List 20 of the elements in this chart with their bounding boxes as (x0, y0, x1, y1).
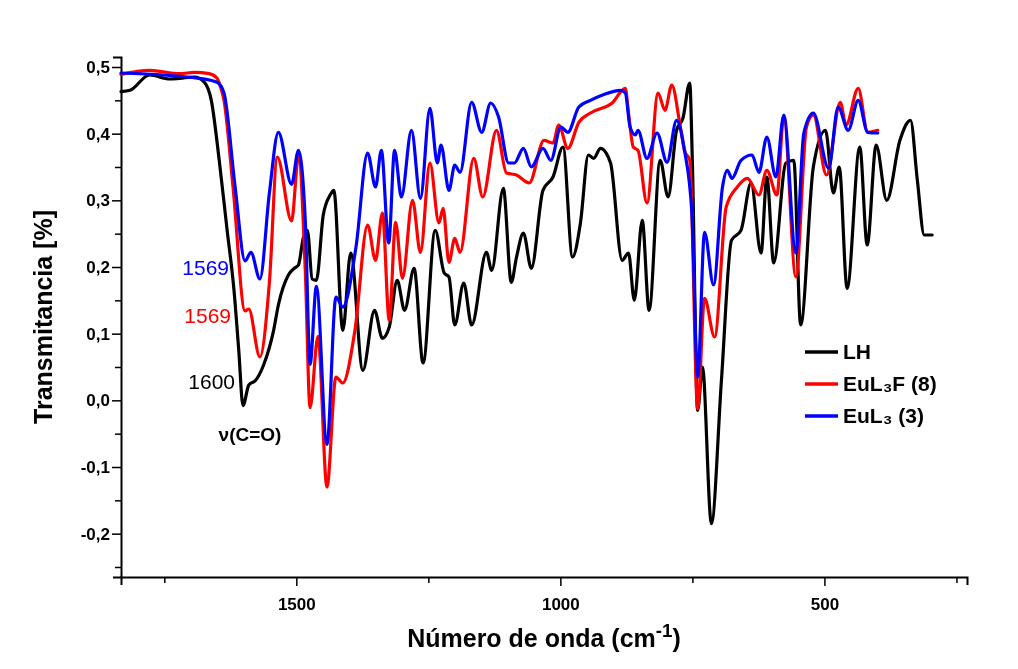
y-tick-label: 0,5 (86, 57, 110, 77)
y-tick-label: 0,3 (86, 191, 110, 211)
y-tick-label: -0,2 (80, 524, 110, 544)
y-tick-label: 0,2 (86, 257, 110, 277)
x-axis-title: Número de onda (cm$^{-1}$) (407, 619, 681, 652)
y-tick-label: 0,4 (86, 124, 111, 144)
x-tick-label: 500 (810, 595, 840, 615)
y-tick-label: 0,1 (86, 324, 110, 344)
annotation: 1600 (188, 370, 235, 393)
annotation: ν(C=O) (218, 424, 282, 445)
x-tick-label: 1500 (277, 595, 316, 615)
annotation: 1569 (182, 256, 229, 279)
y-tick-label: -0,1 (80, 457, 110, 477)
y-axis-title: Transmitancia [%] (29, 210, 57, 424)
y-tick-label: 0,0 (86, 391, 110, 411)
legend-label: EuL₃F (8) (843, 372, 937, 395)
x-tick-label: 1000 (541, 595, 580, 615)
legend-label: LH (843, 340, 871, 363)
annotation: 1569 (184, 304, 231, 327)
legend-label: EuL₃ (3) (843, 404, 924, 427)
